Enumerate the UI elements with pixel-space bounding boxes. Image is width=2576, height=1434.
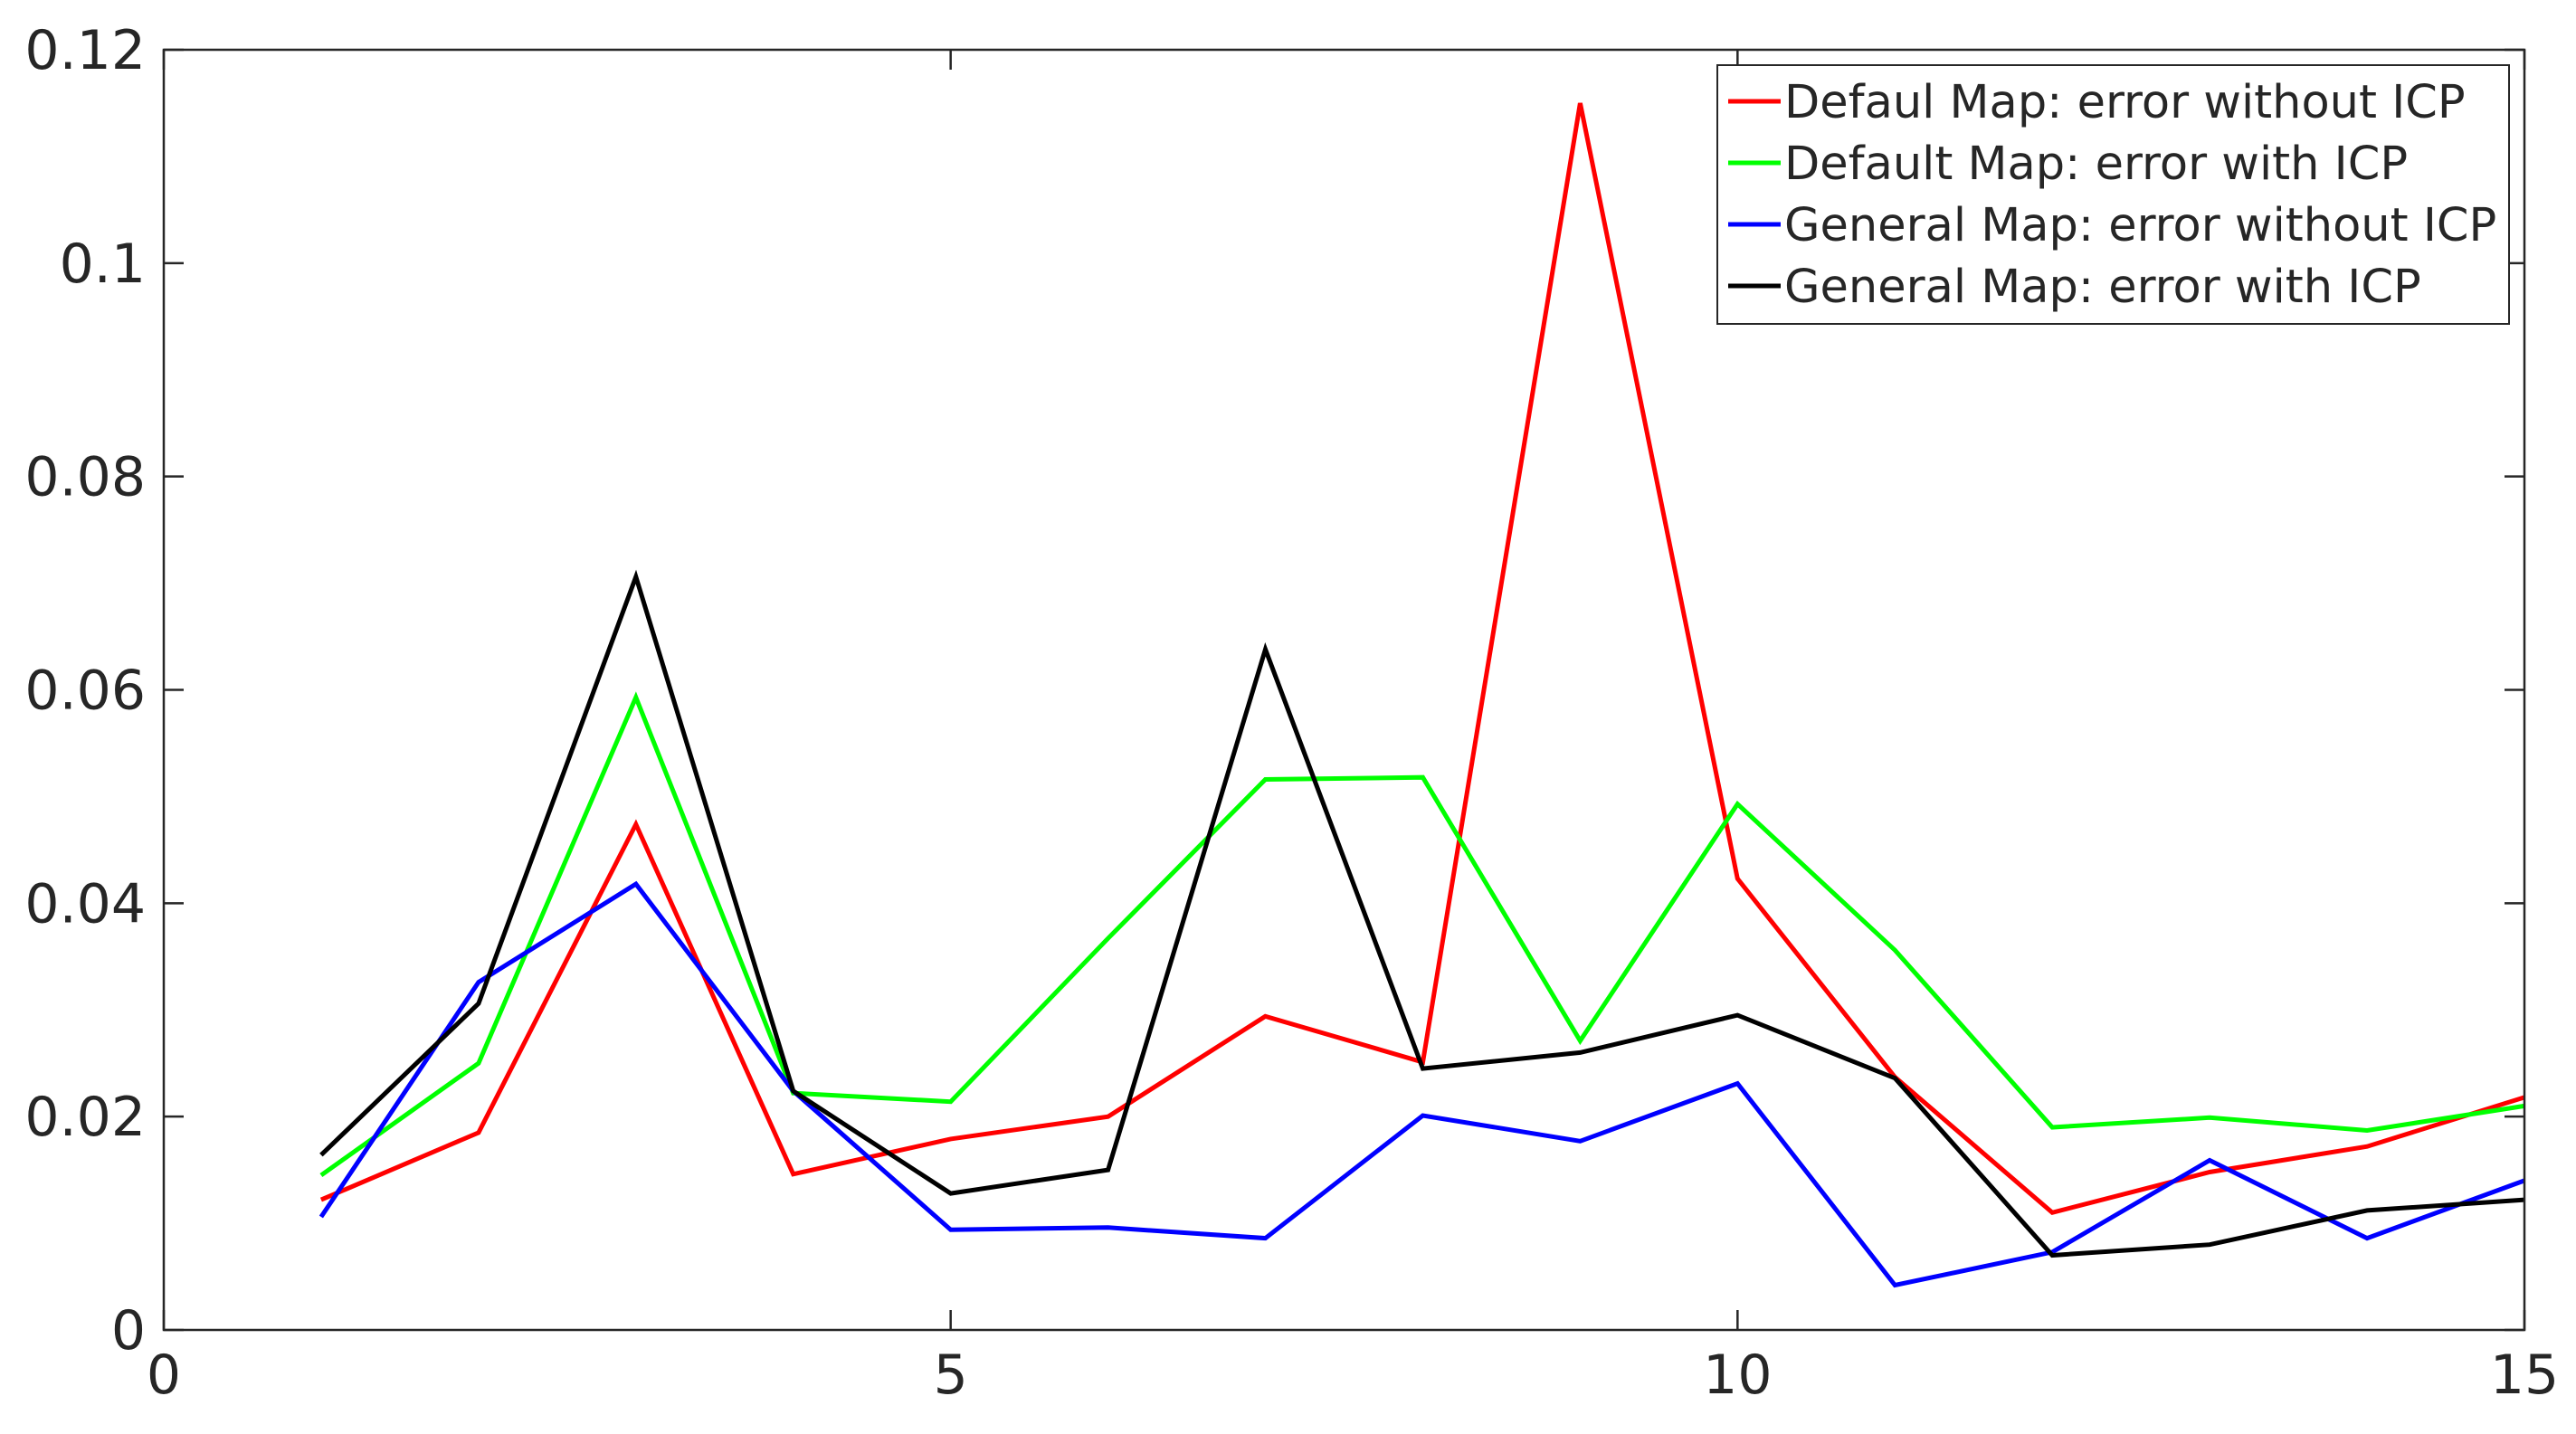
tick-layer: 0 5 10 15 0 0.02 0.04 0.06 0.08 0.1 0.12 <box>24 19 2559 1407</box>
x-tick-label: 10 <box>1703 1344 1772 1407</box>
x-tick-label: 0 <box>147 1344 181 1407</box>
legend-label: Default Map: error with ICP <box>1784 138 2408 191</box>
legend-label: General Map: error with ICP <box>1784 261 2421 314</box>
y-tick-label: 0.06 <box>24 660 146 723</box>
axes-box <box>162 48 2526 1332</box>
y-tick-label: 0.04 <box>24 872 146 935</box>
series-line-3 <box>318 880 2525 1288</box>
series-line-2 <box>319 691 2525 1178</box>
y-tick-label: 0.12 <box>24 19 146 82</box>
legend: Defaul Map: error without ICP Default Map… <box>1716 64 2510 325</box>
y-tick-label: 0.02 <box>24 1086 146 1149</box>
y-tick-label: 0.1 <box>60 233 146 296</box>
y-tick-label: 0.08 <box>24 446 146 509</box>
series-layer <box>318 102 2525 1288</box>
legend-label: Defaul Map: error without ICP <box>1784 76 2466 129</box>
series-line-4 <box>319 569 2525 1258</box>
legend-box <box>1716 64 2510 325</box>
y-tick-label: 0 <box>111 1299 146 1363</box>
legend-label: General Map: error without ICP <box>1784 199 2496 252</box>
x-tick-label: 5 <box>934 1344 968 1407</box>
x-tick-label: 15 <box>2490 1344 2559 1407</box>
